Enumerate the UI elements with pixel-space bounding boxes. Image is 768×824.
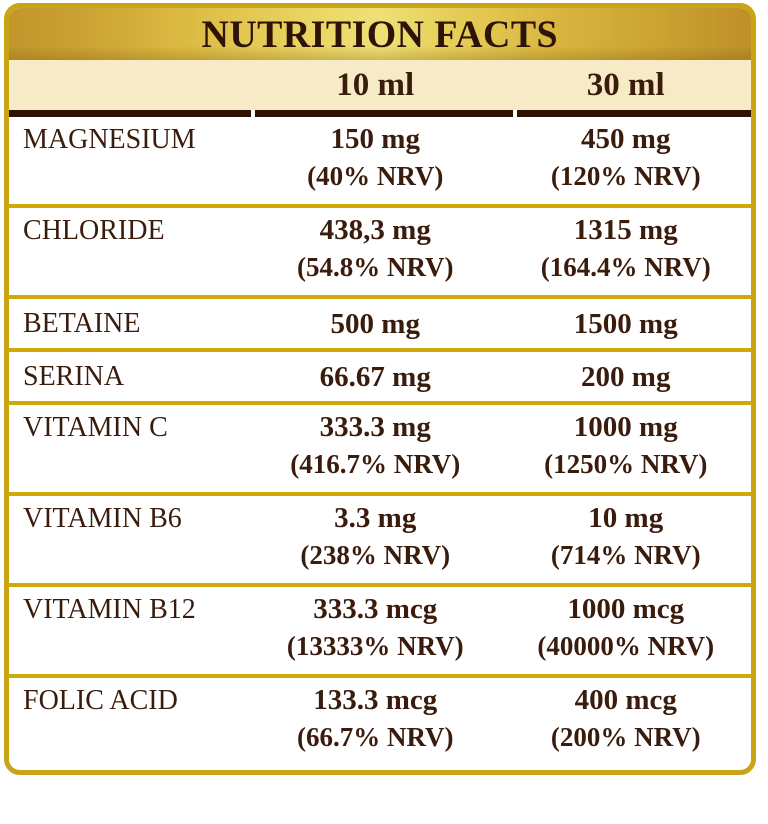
nutrient-name: VITAMIN B6 — [23, 503, 182, 534]
nutrition-facts-panel: NUTRITION FACTS 10 ml 30 ml MAGNESIUM 150… — [4, 3, 756, 775]
nutrient-rows: MAGNESIUM 150 mg (40% NRV) 450 mg (120% NRV)… — [9, 117, 751, 769]
nutrient-nrv-percent: (1250% NRV) — [544, 449, 708, 479]
nutrient-value-dose-a: 333.3 mcg (13333% NRV) — [250, 587, 501, 660]
table-row: MAGNESIUM 150 mg (40% NRV) 450 mg (120% NRV) — [9, 117, 751, 208]
nutrient-nrv-percent: (40000% NRV) — [537, 631, 715, 661]
column-header-row: 10 ml 30 ml — [9, 60, 751, 110]
table-row: VITAMIN C 333.3 mg (416.7% NRV) 1000 mg (125… — [9, 405, 751, 496]
nutrient-value-dose-a: 438,3 mg (54.8% NRV) — [250, 208, 501, 281]
column-header-dose-a: 10 ml — [336, 66, 415, 103]
nutrient-name: VITAMIN B12 — [23, 594, 196, 625]
nutrient-value-dose-b: 450 mg (120% NRV) — [501, 117, 752, 190]
nutrient-amount: 400 mcg — [574, 684, 677, 716]
nutrient-amount: 66.67 mg — [319, 361, 431, 393]
nutrient-value-dose-b: 1315 mg (164.4% NRV) — [501, 208, 752, 281]
nutrient-amount: 500 mg — [330, 308, 420, 340]
nutrient-value-dose-a: 133.3 mcg (66.7% NRV) — [250, 678, 501, 751]
nutrient-nrv-percent: (200% NRV) — [550, 722, 701, 752]
nutrient-amount: 150 mg — [330, 123, 420, 155]
nutrient-value-dose-a: 66.67 mg — [250, 352, 501, 392]
nutrient-nrv-percent: (120% NRV) — [550, 161, 701, 191]
nutrient-nrv-percent: (164.4% NRV) — [540, 252, 711, 282]
nutrient-value-dose-b: 1500 mg — [501, 299, 752, 339]
table-row: FOLIC ACID 133.3 mcg (66.7% NRV) 400 mcg (20… — [9, 678, 751, 769]
header-rule-gap — [513, 110, 517, 117]
nutrient-name: BETAINE — [23, 308, 141, 339]
nutrient-nrv-percent: (238% NRV) — [300, 540, 451, 570]
nutrient-name: MAGNESIUM — [23, 124, 196, 155]
column-header-dose-b: 30 ml — [586, 66, 665, 103]
nutrient-nrv-percent: (13333% NRV) — [286, 631, 464, 661]
header-rule — [9, 110, 751, 117]
nutrient-amount: 438,3 mg — [319, 214, 431, 246]
header-rule-segment — [517, 110, 751, 117]
table-row: BETAINE 500 mg 1500 mg — [9, 299, 751, 352]
nutrient-value-dose-b: 200 mg — [501, 352, 752, 392]
nutrient-name: CHLORIDE — [23, 215, 165, 246]
nutrient-nrv-percent: (66.7% NRV) — [296, 722, 454, 752]
nutrient-value-dose-a: 333.3 mg (416.7% NRV) — [250, 405, 501, 478]
nutrient-amount: 333.3 mg — [319, 411, 431, 443]
header-rule-gap — [251, 110, 255, 117]
nutrient-value-dose-b: 1000 mcg (40000% NRV) — [501, 587, 752, 660]
table-row: SERINA 66.67 mg 200 mg — [9, 352, 751, 405]
nutrient-value-dose-a: 150 mg (40% NRV) — [250, 117, 501, 190]
nutrient-value-dose-b: 10 mg (714% NRV) — [501, 496, 752, 569]
nutrient-amount: 3.3 mg — [334, 502, 417, 534]
nutrient-value-dose-b: 400 mcg (200% NRV) — [501, 678, 752, 751]
table-row: CHLORIDE 438,3 mg (54.8% NRV) 1315 mg (164.4… — [9, 208, 751, 299]
nutrient-name: FOLIC ACID — [23, 685, 178, 716]
header-rule-segment — [9, 110, 251, 117]
nutrient-amount: 1315 mg — [573, 214, 678, 246]
nutrient-amount: 10 mg — [588, 502, 664, 534]
nutrient-name: SERINA — [23, 361, 125, 392]
nutrient-nrv-percent: (714% NRV) — [550, 540, 701, 570]
table-row: VITAMIN B6 3.3 mg (238% NRV) 10 mg (714% NRV… — [9, 496, 751, 587]
nutrient-amount: 1000 mg — [573, 411, 678, 443]
nutrient-value-dose-a: 3.3 mg (238% NRV) — [250, 496, 501, 569]
nutrient-amount: 1000 mcg — [567, 593, 685, 625]
nutrient-value-dose-a: 500 mg — [250, 299, 501, 339]
nutrient-value-dose-b: 1000 mg (1250% NRV) — [501, 405, 752, 478]
nutrient-amount: 450 mg — [581, 123, 671, 155]
nutrient-amount: 133.3 mcg — [313, 684, 438, 716]
nutrient-nrv-percent: (40% NRV) — [307, 161, 444, 191]
nutrient-name: VITAMIN C — [23, 412, 168, 443]
nutrient-amount: 1500 mg — [573, 308, 678, 340]
title-band: NUTRITION FACTS — [9, 8, 751, 60]
page-title: NUTRITION FACTS — [201, 12, 559, 56]
nutrient-amount: 333.3 mcg — [313, 593, 438, 625]
table-row: VITAMIN B12 333.3 mcg (13333% NRV) 1000 mcg… — [9, 587, 751, 678]
nutrient-nrv-percent: (54.8% NRV) — [296, 252, 454, 282]
header-rule-segment — [255, 110, 513, 117]
nutrient-amount: 200 mg — [581, 361, 671, 393]
nutrient-nrv-percent: (416.7% NRV) — [290, 449, 461, 479]
